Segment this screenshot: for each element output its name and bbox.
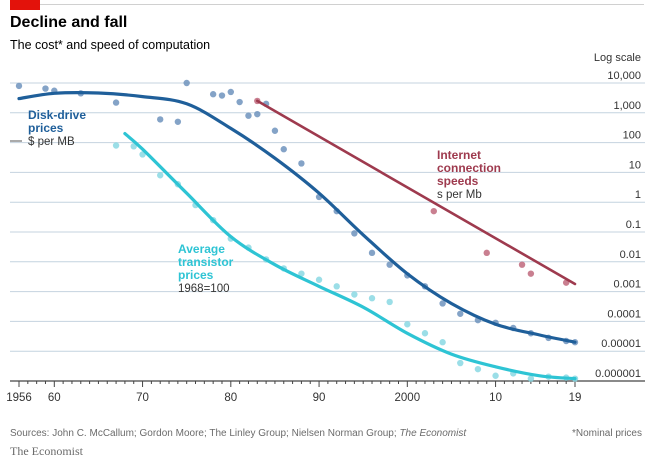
transistor-point <box>404 321 411 328</box>
footnote: *Nominal prices <box>571 428 642 439</box>
disk-drive-point <box>254 110 261 118</box>
transistor-point <box>130 143 137 150</box>
internet-point <box>527 270 535 277</box>
transistor-point <box>439 339 446 346</box>
brand-accent-bar <box>10 0 40 10</box>
transistor-point <box>112 142 120 149</box>
x-axis: 1956 60 70 80 90 2000 10 19 <box>6 380 645 404</box>
y-tick-label: 10 <box>629 159 641 171</box>
internet-point <box>518 261 526 268</box>
chart-subtitle: The cost* and speed of computation <box>10 38 211 52</box>
transistor-point <box>333 283 340 290</box>
disk-drive-unit: $ per MB <box>28 136 75 148</box>
transistor-label: transistor <box>178 255 234 269</box>
x-tick-label: 70 <box>136 392 149 404</box>
transistor-point <box>386 298 393 306</box>
transistor-point <box>492 372 499 379</box>
transistor-label: Average <box>178 242 225 256</box>
transistor-point <box>457 359 464 367</box>
y-tick-label: 0.000001 <box>595 368 641 380</box>
transistor-point <box>315 276 323 283</box>
transistor-point <box>421 330 429 337</box>
transistor-unit: 1968=100 <box>178 283 230 295</box>
internet-label: speeds <box>437 174 479 188</box>
disk-drive-point <box>157 116 164 123</box>
transistor-trend-line <box>123 132 577 381</box>
disk-drive-label: prices <box>28 121 64 135</box>
log-scale-note: Log scale <box>594 52 641 64</box>
disk-drive-point <box>218 92 226 99</box>
trend-lines <box>17 91 577 381</box>
disk-drive-point <box>457 310 464 317</box>
y-tick-label: 0.00001 <box>601 338 641 350</box>
y-tick-label: 1,000 <box>613 100 641 112</box>
chart-title: Decline and fall <box>10 14 128 31</box>
internet-unit: s per Mb <box>437 189 482 201</box>
x-tick-label: 90 <box>313 392 326 404</box>
sources-note: Sources: John C. McCallum; Gordon Moore;… <box>10 428 466 439</box>
transistor-point <box>474 365 482 373</box>
y-tick-label: 0.01 <box>620 249 641 261</box>
x-tick-label: 1956 <box>6 392 32 404</box>
sources-publication: The Economist <box>399 428 467 439</box>
x-tick-label: 60 <box>48 392 61 404</box>
y-tick-label: 100 <box>623 130 641 142</box>
brand-name: The Economist <box>10 444 83 458</box>
x-tick-label: 2000 <box>395 392 421 404</box>
sources-text: Sources: John C. McCallum; Gordon Moore;… <box>10 428 400 439</box>
disk-drive-point <box>174 118 182 125</box>
internet-point <box>483 249 490 257</box>
disk-drive-point <box>227 88 235 96</box>
y-tick-labels: Log scale 10,000 1,000 100 10 1 0.1 0.01 0.001 0.… <box>594 52 641 380</box>
disk-drive-point <box>15 82 23 90</box>
y-tick-label: 0.1 <box>626 219 641 231</box>
top-rule <box>40 4 644 5</box>
disk-drive-point <box>351 230 358 237</box>
x-tick-label: 19 <box>569 392 582 404</box>
internet-label: connection <box>437 161 501 175</box>
internet-point <box>430 207 437 215</box>
transistor-point <box>298 270 305 277</box>
disk-drive-point <box>386 261 393 268</box>
disk-drive-point <box>368 249 376 257</box>
transistor-point <box>527 375 535 382</box>
disk-drive-point <box>245 112 252 119</box>
grid-lines <box>10 82 645 352</box>
disk-drive-point <box>439 300 446 307</box>
x-tick-label: 80 <box>224 392 237 404</box>
y-tick-label: 0.001 <box>613 279 641 291</box>
transistor-label: prices <box>178 268 214 282</box>
transistor-point <box>351 291 358 298</box>
disk-drive-point <box>209 91 217 98</box>
y-tick-label: 10,000 <box>607 70 641 82</box>
disk-drive-trend-line <box>17 91 577 344</box>
y-tick-label: 0.0001 <box>607 308 641 320</box>
transistor-point <box>157 172 164 179</box>
disk-drive-point <box>298 160 305 167</box>
internet-trend-line <box>256 99 577 286</box>
disk-drive-point <box>280 146 287 153</box>
disk-drive-label: Disk-drive <box>28 108 86 122</box>
y-tick-label: 1 <box>635 189 641 201</box>
disk-drive-point <box>112 99 120 106</box>
disk-drive-point <box>236 98 243 106</box>
disk-drive-point <box>183 79 190 87</box>
x-tick-label: 10 <box>489 392 502 404</box>
disk-drive-point <box>42 85 49 92</box>
internet-label: Internet <box>437 148 481 162</box>
transistor-point <box>368 295 376 302</box>
disk-drive-point <box>271 127 279 134</box>
